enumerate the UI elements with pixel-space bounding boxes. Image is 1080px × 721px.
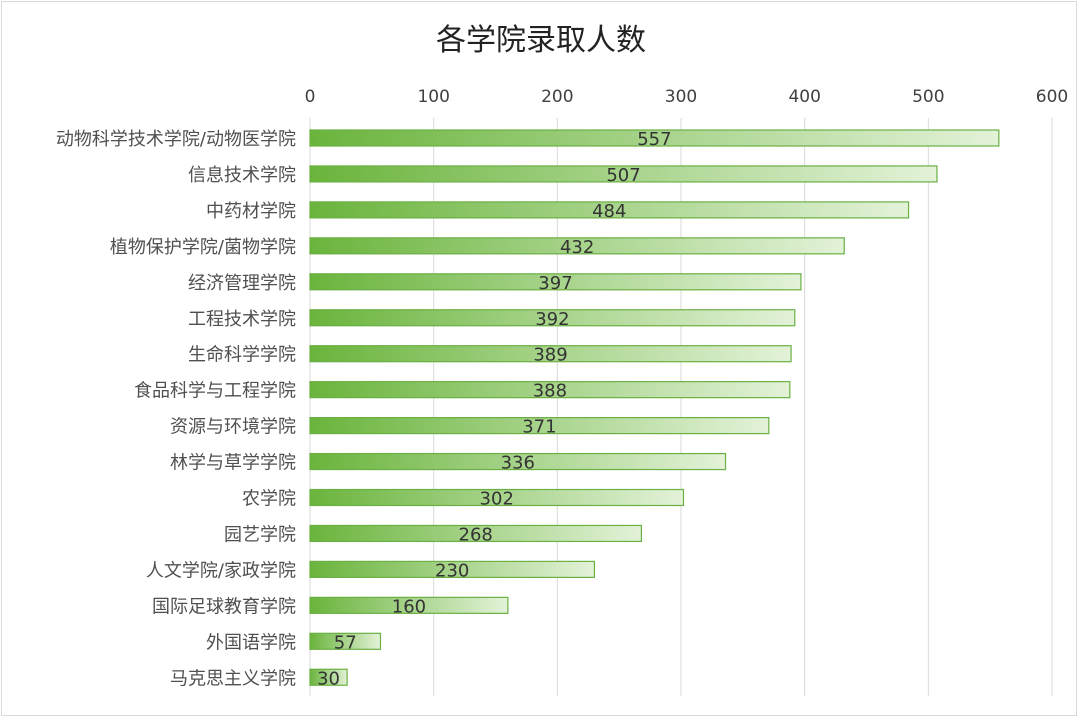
data-label: 268 [459, 524, 493, 545]
bar [309, 273, 802, 291]
x-tick-label: 600 [1036, 87, 1068, 107]
data-label: 389 [533, 345, 567, 366]
data-label: 484 [592, 201, 626, 222]
category-label: 生命科学学院 [188, 345, 296, 366]
data-label: 160 [392, 596, 426, 617]
category-label: 经济管理学院 [188, 273, 296, 294]
bar [309, 237, 845, 255]
category-label: 林学与草学学院 [170, 453, 296, 474]
data-label: 336 [501, 453, 535, 474]
data-label: 30 [317, 668, 340, 689]
category-label: 动物科学技术学院/动物医学院 [56, 129, 296, 150]
data-label: 230 [435, 560, 469, 581]
bar [309, 165, 938, 183]
category-label: 园艺学院 [224, 524, 296, 545]
bar [309, 452, 727, 471]
bar [309, 560, 596, 579]
bar [309, 668, 348, 686]
category-label: 工程技术学院 [188, 309, 296, 330]
bar [309, 524, 643, 543]
category-label: 农学院 [242, 489, 296, 510]
category-label: 马克思主义学院 [170, 668, 296, 689]
category-label: 国际足球教育学院 [152, 596, 296, 617]
x-axis-ticks: 0 100 200 300 400 500 600 [305, 87, 1069, 107]
x-tick-label: 200 [541, 87, 573, 107]
category-label: 信息技术学院 [188, 165, 296, 186]
category-label: 资源与环境学院 [170, 417, 296, 438]
data-label: 371 [522, 417, 556, 438]
x-tick-label: 400 [788, 87, 820, 107]
category-label: 外国语学院 [206, 632, 296, 653]
value-labels: 557 507 484 432 397 392 389 388 371 336 302 268 230 1… [317, 129, 671, 689]
bar [309, 309, 796, 327]
bar [309, 488, 685, 507]
data-label: 302 [480, 489, 514, 510]
data-label: 392 [535, 309, 569, 330]
bar [309, 417, 770, 435]
data-label: 557 [637, 129, 671, 150]
category-labels: 动物科学技术学院/动物医学院信息技术学院中药材学院植物保护学院/菌物学院经济管理… [56, 129, 296, 689]
category-label: 人文学院/家政学院 [146, 560, 296, 581]
category-label: 食品科学与工程学院 [134, 381, 296, 402]
chart-title: 各学院录取人数 [436, 23, 646, 58]
x-tick-label: 0 [305, 87, 316, 107]
bar [309, 596, 509, 614]
data-label: 397 [538, 273, 572, 294]
bar [309, 345, 792, 363]
category-label: 植物保护学院/菌物学院 [110, 237, 296, 258]
category-label: 中药材学院 [206, 201, 296, 222]
x-tick-label: 100 [417, 87, 449, 107]
bar [309, 129, 1000, 147]
x-tick-label: 500 [912, 87, 944, 107]
data-label: 432 [560, 237, 594, 258]
data-label: 507 [606, 165, 640, 186]
bar [309, 381, 791, 399]
bar [309, 201, 910, 219]
data-label: 57 [334, 632, 357, 653]
bar [309, 632, 382, 650]
data-label: 388 [533, 381, 567, 402]
bars [309, 129, 1000, 686]
x-tick-label: 300 [665, 87, 697, 107]
